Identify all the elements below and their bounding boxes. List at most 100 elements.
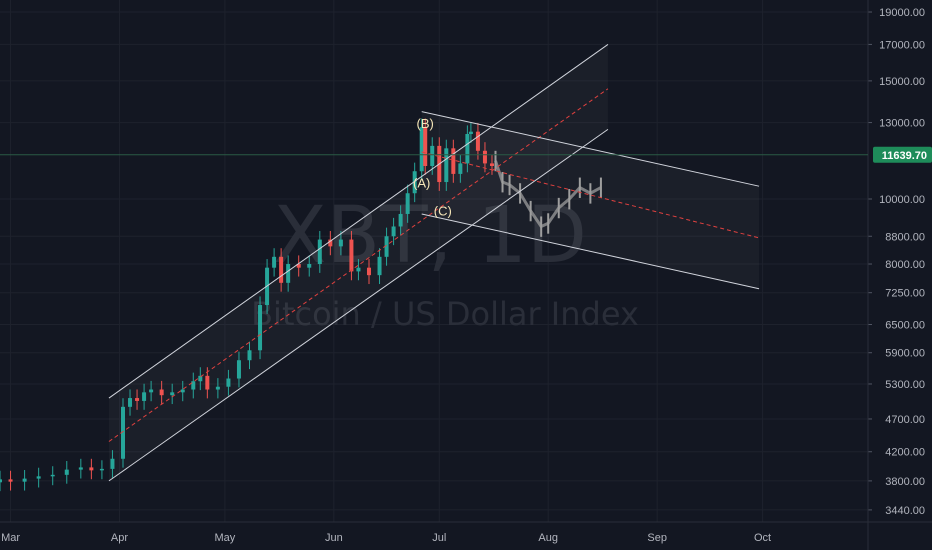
y-tick-label-9: 5900.00 <box>885 348 925 360</box>
candle-body-48 <box>444 148 449 183</box>
candle-body-31 <box>307 264 312 268</box>
wave-label-0: (B) <box>417 116 434 131</box>
candle-body-7 <box>89 467 94 471</box>
channel-lines[interactable] <box>108 44 760 482</box>
x-tick-label-2: May <box>215 532 236 544</box>
y-tick-label-2: 15000.00 <box>879 76 925 88</box>
candle-body-13 <box>142 392 147 401</box>
projection-line <box>494 160 602 229</box>
x-tick-label-6: Sep <box>647 532 667 544</box>
down-channel-median <box>421 151 760 239</box>
candle-body-53 <box>475 131 480 151</box>
wave-label-2: (C) <box>434 203 452 218</box>
watermark-symbol: XBT, 1D <box>273 191 587 281</box>
candle-body-14 <box>149 389 154 393</box>
y-tick-label-8: 6500.00 <box>885 320 925 332</box>
candle-body-0 <box>0 479 2 483</box>
candle-body-32 <box>317 239 322 265</box>
candle-body-24 <box>247 350 252 361</box>
candle-body-28 <box>279 256 284 283</box>
y-tick-label-14: 3440.00 <box>885 505 925 517</box>
candle-body-49 <box>451 148 456 174</box>
watermark: XBT, 1D Bitcoin / US Dollar Index <box>251 191 639 333</box>
watermark-name: Bitcoin / US Dollar Index <box>251 295 639 333</box>
y-tick-label-11: 4700.00 <box>885 414 925 426</box>
y-tick-label-7: 7250.00 <box>885 288 925 300</box>
candle-body-22 <box>226 378 231 387</box>
candle-body-4 <box>50 474 55 477</box>
candle-body-34 <box>338 239 343 247</box>
candle-body-55 <box>489 163 494 166</box>
candle-body-9 <box>110 458 115 469</box>
candle-body-2 <box>22 478 27 482</box>
candle-body-29 <box>286 264 291 283</box>
candle-body-11 <box>128 398 133 407</box>
candle-body-44 <box>419 127 424 172</box>
y-tick-label-13: 3800.00 <box>885 476 925 488</box>
candle-body-19 <box>198 375 203 382</box>
y-tick-label-0: 19000.00 <box>879 7 925 19</box>
time-axis[interactable]: Mar Apr May Jun Jul Aug Sep Oct <box>0 521 932 544</box>
candle-body-16 <box>170 392 175 396</box>
candle-body-17 <box>180 389 185 393</box>
candle-body-52 <box>468 131 473 134</box>
x-tick-label-1: Apr <box>111 532 128 544</box>
candle-body-33 <box>328 239 333 247</box>
y-tick-label-6: 8000.00 <box>885 259 925 271</box>
y-tick-label-3: 13000.00 <box>879 118 925 130</box>
x-tick-label-0: Mar <box>1 532 20 544</box>
price-axis[interactable]: 19000.00 17000.00 15000.00 13000.00 10000.00… <box>867 0 925 550</box>
x-tick-label-5: Aug <box>538 532 558 544</box>
candle-body-40 <box>391 226 396 237</box>
candle-body-5 <box>64 469 69 475</box>
y-tick-label-12: 4200.00 <box>885 447 925 459</box>
candle-body-43 <box>412 171 417 194</box>
down-channel-upper <box>421 111 760 187</box>
candle-body-37 <box>366 267 371 276</box>
up-channel-lower <box>108 128 609 482</box>
candle-body-3 <box>36 476 41 479</box>
grid-lines <box>0 0 868 522</box>
last-price-marker: 11639.70 <box>0 146 932 163</box>
candle-body-20 <box>205 375 210 390</box>
up-channel-upper <box>108 44 609 399</box>
last-price-badge <box>873 146 932 163</box>
candle-body-8 <box>99 468 104 471</box>
candle-body-42 <box>405 193 410 214</box>
candle-body-23 <box>236 360 241 379</box>
down-channel-lower <box>421 213 760 290</box>
candle-body-27 <box>272 256 277 268</box>
candle-body-54 <box>482 150 487 164</box>
candle-body-35 <box>349 239 354 272</box>
y-tick-label-4: 10000.00 <box>879 194 925 206</box>
candle-body-30 <box>296 264 301 268</box>
wave-labels: (B) (A) (C) <box>413 116 452 218</box>
candle-body-41 <box>398 213 403 227</box>
x-tick-label-7: Oct <box>754 532 771 544</box>
candle-body-18 <box>191 381 196 390</box>
projection-path <box>494 150 602 237</box>
x-tick-label-3: Jun <box>325 532 343 544</box>
wave-label-1: (A) <box>413 176 430 191</box>
y-tick-label-10: 5300.00 <box>885 379 925 391</box>
candle-body-21 <box>215 386 220 390</box>
up-channel-median <box>108 88 609 442</box>
candle-body-10 <box>120 406 125 459</box>
y-tick-label-5: 8800.00 <box>885 231 925 243</box>
candle-body-46 <box>430 145 435 166</box>
candle-body-25 <box>258 305 263 351</box>
candle-body-1 <box>8 479 13 482</box>
candle-body-6 <box>78 467 83 470</box>
candle-body-12 <box>135 398 140 401</box>
candle-body-39 <box>384 236 389 257</box>
candle-body-15 <box>159 389 164 396</box>
candle-body-36 <box>356 267 361 272</box>
y-tick-label-1: 17000.00 <box>879 39 925 51</box>
candle-body-50 <box>458 163 463 174</box>
last-price-label: 11639.70 <box>882 150 927 162</box>
candle-body-38 <box>377 256 382 276</box>
candle-body-45 <box>423 127 428 166</box>
x-tick-label-4: Jul <box>432 532 446 544</box>
